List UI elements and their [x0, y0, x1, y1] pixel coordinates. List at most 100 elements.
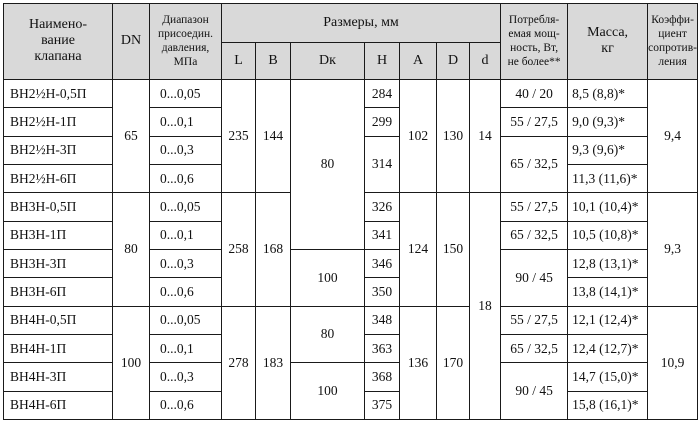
header-coefficient: Коэффи- циент сопротив- ления: [647, 3, 699, 80]
cell-mass: 12,1 (12,4)*: [567, 305, 649, 335]
table-row: ВН4Н-3П 0...0,3 100 368 90 / 45 14,7 (15…: [3, 362, 698, 420]
cell-dim-d-large: 170: [436, 305, 470, 421]
cell-coefficient: 9,3: [647, 192, 699, 307]
cell-dim-dk: 100: [290, 362, 365, 420]
cell-mass: 10,5 (10,8)*: [567, 220, 649, 250]
cell-pressure-range: 0...0,3: [149, 362, 222, 392]
cell-dim-b: 144: [255, 78, 291, 194]
cell-dim-d-small: 14: [468, 78, 502, 194]
header-power: Потребля- емая мощ- ность, Вт, не более*…: [500, 3, 569, 80]
cell-mass: 12,4 (12,7)*: [567, 333, 649, 364]
header-dim-a: A: [399, 42, 437, 80]
valve-name: ВН3Н-0,5П: [3, 192, 113, 222]
header-row: Наимено- вание клапана DN Диапазон присо…: [3, 2, 699, 80]
cell-power: 55 / 27,5: [500, 107, 569, 137]
cell-pressure-range: 0...0,3: [149, 135, 222, 165]
cell-dim-h: 326: [364, 192, 400, 222]
cell-coefficient: 9,4: [647, 78, 699, 194]
cell-mass: 15,8 (16,1)*: [567, 390, 649, 421]
valve-name: ВН3Н-1П: [3, 220, 113, 250]
cell-pressure-range: 0...0,3: [149, 248, 222, 279]
cell-dim-dk: 80: [290, 78, 365, 250]
cell-mass: 9,0 (9,3)*: [567, 107, 649, 137]
valve-name: ВН3Н-6П: [3, 277, 113, 307]
header-mass: Масса, кг: [567, 3, 649, 80]
cell-dim-a: 124: [399, 192, 437, 307]
cell-dim-d-large: 150: [436, 192, 470, 307]
valve-name: ВН4Н-3П: [3, 362, 113, 392]
cell-pressure-range: 0...0,6: [149, 163, 222, 194]
header-dim-h: H: [364, 42, 400, 80]
table-row: ВН2½Н-1П 0...0,1 299 55 / 27,5 9,0 (9,3)…: [3, 107, 698, 137]
cell-pressure-range: 0...0,1: [149, 107, 222, 137]
valve-name: ВН4Н-0,5П: [3, 305, 113, 335]
cell-mass: 10,1 (10,4)*: [567, 192, 649, 222]
valve-name: ВН2½Н-1П: [3, 107, 113, 137]
header-pressure-range: Диапазон присоедин. давления, МПа: [149, 3, 222, 80]
cell-pressure-range: 0...0,05: [149, 78, 222, 109]
header-dim-dk: Dк: [290, 42, 365, 80]
cell-power: 65 / 32,5: [500, 333, 569, 364]
cell-dim-l: 258: [221, 192, 256, 307]
cell-coefficient: 10,9: [647, 305, 699, 421]
cell-power: 90 / 45: [500, 248, 569, 307]
cell-power: 40 / 20: [500, 78, 569, 109]
cell-dim-a: 136: [399, 305, 437, 421]
cell-dn: 65: [112, 78, 150, 194]
cell-dim-d-large: 130: [436, 78, 470, 194]
cell-power: 65 / 32,5: [500, 220, 569, 250]
cell-pressure-range: 0...0,6: [149, 277, 222, 307]
cell-mass: 8,5 (8,8)*: [567, 78, 649, 109]
header-dim-b: B: [255, 42, 291, 80]
header-coefficient-text: Коэффи- циент сопротив- ления: [648, 14, 697, 69]
cell-dim-h: 284: [364, 78, 400, 109]
table-row: ВН3Н-3П 0...0,3 100 346 90 / 45 12,8 (13…: [3, 248, 698, 307]
valve-name: ВН2½Н-0,5П: [3, 78, 113, 109]
cell-dn: 80: [112, 192, 150, 307]
cell-dim-h: 348: [364, 305, 400, 335]
cell-mass: 9,3 (9,6)*: [567, 135, 649, 165]
cell-mass: 13,8 (14,1)*: [567, 277, 649, 307]
table-row: ВН2½Н-6П 0...0,6 11,3 (11,6)*: [3, 163, 698, 194]
table-row: ВН4Н-6П 0...0,6 375 15,8 (16,1)*: [3, 390, 698, 421]
header-name-text: Наимено- вание клапана: [28, 17, 88, 65]
header-power-text: Потребля- емая мощ- ность, Вт, не более*…: [507, 14, 561, 69]
cell-power: 65 / 32,5: [500, 135, 569, 194]
header-dn: DN: [112, 3, 150, 80]
header-name: Наимено- вание клапана: [3, 3, 113, 80]
cell-dim-dk: 100: [290, 248, 365, 307]
header-dimensions: Размеры, мм: [220, 2, 502, 44]
cell-power: 55 / 27,5: [500, 305, 569, 335]
valve-name: ВН2½Н-6П: [3, 163, 113, 194]
cell-dim-l: 278: [221, 305, 256, 421]
table-row: ВН2½Н-0,5П 65 0...0,05 235 144 80 284 10…: [3, 78, 699, 250]
cell-dim-h: 375: [364, 390, 400, 421]
header-row-dims: L B Dк H A D d: [4, 42, 698, 80]
header-mass-text: Масса, кг: [587, 25, 629, 57]
cell-dim-b: 183: [255, 305, 291, 421]
valve-name: ВН3Н-3П: [3, 248, 113, 279]
cell-pressure-range: 0...0,05: [149, 305, 222, 335]
header-dim-l: L: [221, 42, 256, 80]
cell-mass: 11,3 (11,6)*: [567, 163, 649, 194]
cell-pressure-range: 0...0,05: [149, 192, 222, 222]
valve-name: ВН2½Н-3П: [3, 135, 113, 165]
cell-dim-l: 235: [221, 78, 256, 194]
cell-dim-b: 168: [255, 192, 291, 307]
cell-dim-h: 314: [364, 135, 400, 194]
cell-pressure-range: 0...0,6: [149, 390, 222, 421]
header-dim-d-large: D: [436, 42, 470, 80]
cell-dim-h: 363: [364, 333, 400, 364]
cell-dim-h: 350: [364, 277, 400, 307]
cell-dim-a: 102: [399, 78, 437, 194]
cell-dim-h: 299: [364, 107, 400, 137]
cell-dim-h: 341: [364, 220, 400, 250]
header-dim-d-small: d: [468, 42, 502, 80]
valve-spec-table: Наимено- вание клапана DN Диапазон присо…: [3, 2, 699, 421]
cell-dim-h: 346: [364, 248, 400, 279]
cell-pressure-range: 0...0,1: [149, 220, 222, 250]
table-row: ВН2½Н-3П 0...0,3 314 65 / 32,5 9,3 (9,6)…: [3, 135, 698, 194]
cell-dim-h: 368: [364, 362, 400, 392]
valve-name: ВН4Н-6П: [3, 390, 113, 421]
cell-dim-dk: 80: [290, 305, 365, 364]
